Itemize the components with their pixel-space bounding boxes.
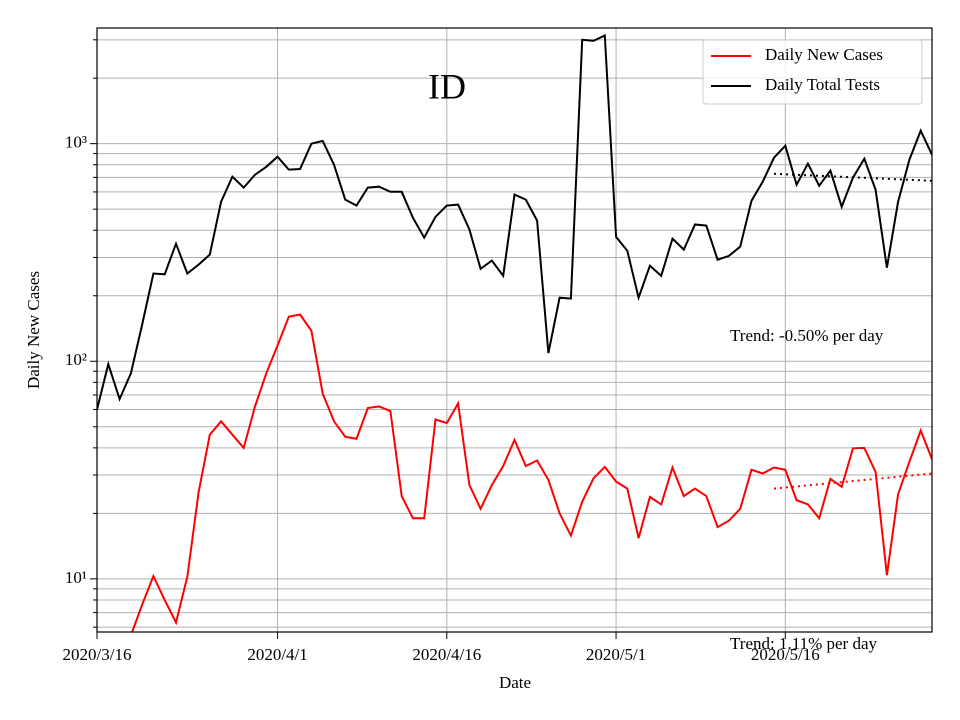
legend-label: Daily Total Tests — [765, 75, 880, 94]
y-axis-label: Daily New Cases — [24, 271, 43, 389]
x-tick-label: 2020/5/1 — [586, 645, 646, 664]
chart-title: ID — [428, 66, 466, 106]
x-axis-label: Date — [499, 673, 531, 692]
trend-line — [773, 172, 932, 182]
plot-frame — [96, 27, 933, 633]
y-tick-label: 10¹ — [65, 568, 87, 587]
y-tick-label: 10² — [65, 350, 87, 369]
y-tick-label: 10³ — [65, 133, 87, 152]
x-tick-label: 2020/4/16 — [412, 645, 481, 664]
legend-label: Daily New Cases — [765, 45, 883, 64]
trend-line — [773, 472, 932, 490]
annotation: Trend: 1.11% per day — [730, 634, 877, 653]
legend-box — [702, 39, 923, 105]
x-tick-label: 2020/4/1 — [247, 645, 307, 664]
x-tick-label: 2020/3/16 — [63, 645, 132, 664]
data-line — [97, 33, 932, 410]
x-tick-label: 2020/5/16 — [751, 645, 820, 664]
data-line — [131, 313, 932, 632]
annotation: Trend: -0.50% per day — [730, 326, 884, 345]
